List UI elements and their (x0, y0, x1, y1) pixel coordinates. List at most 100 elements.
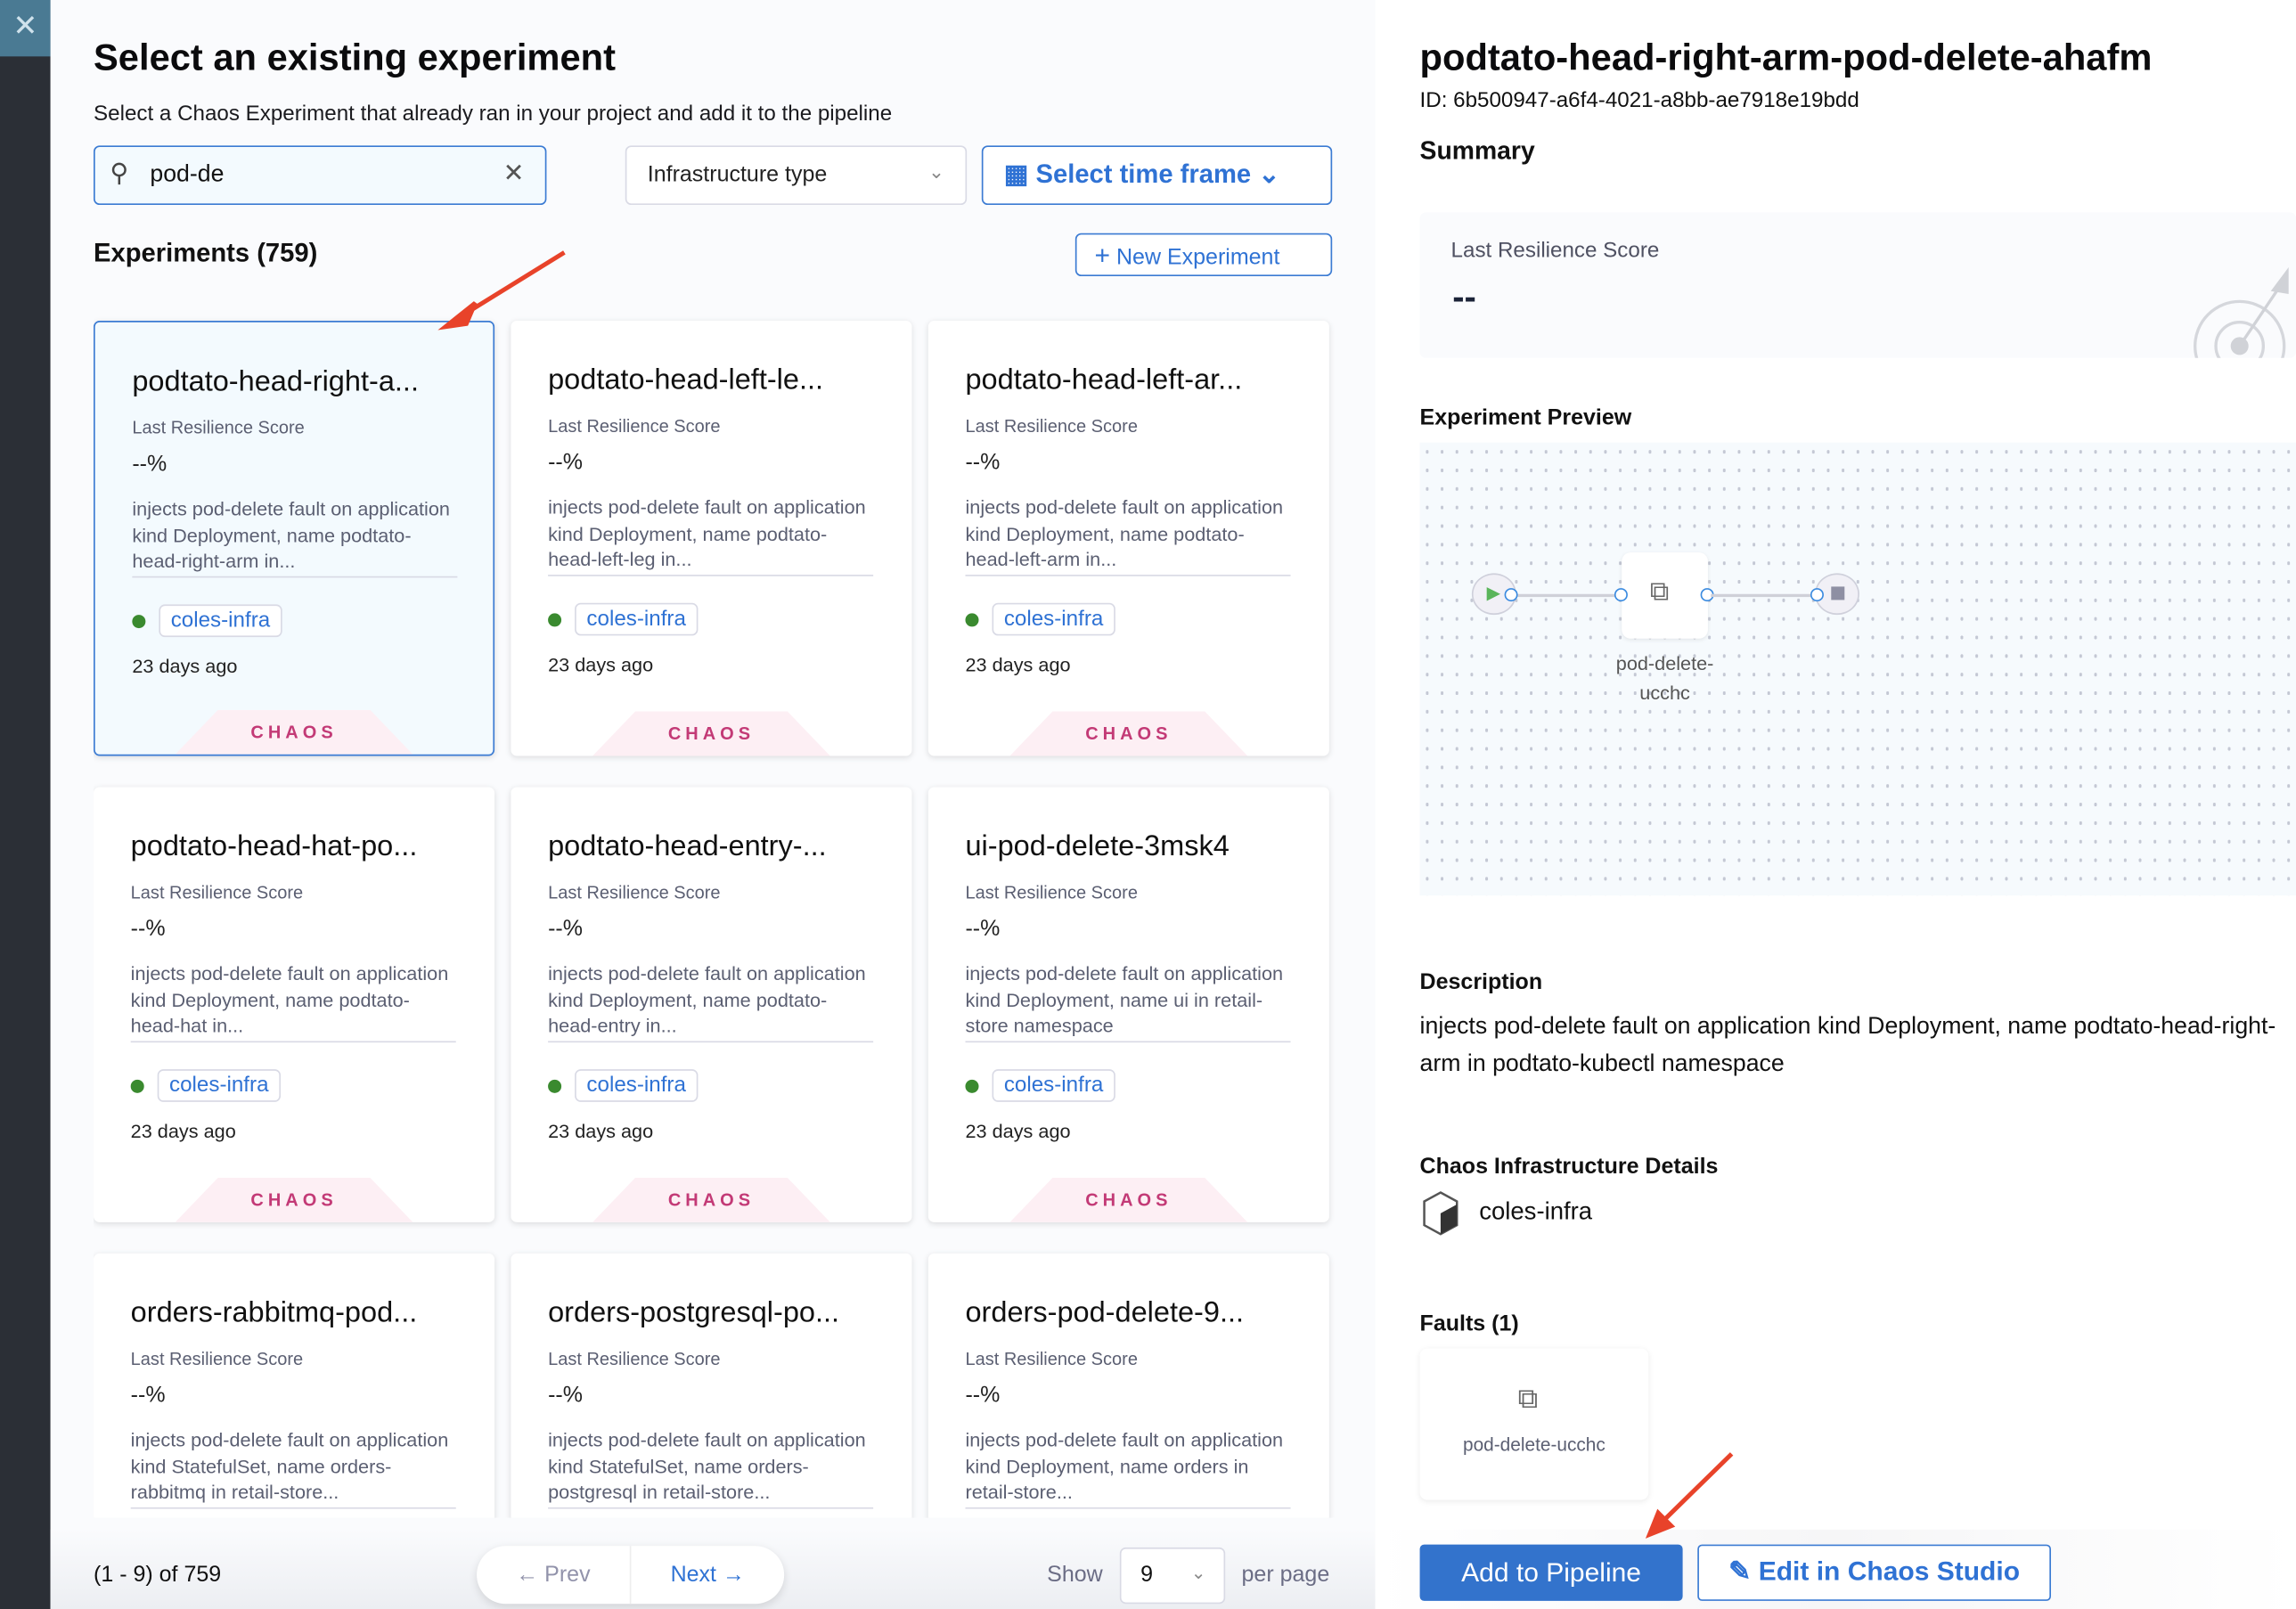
score-value: --% (130, 916, 166, 942)
start-node: ▶ (1471, 573, 1516, 616)
score-label: Last Resilience Score (130, 882, 304, 903)
stop-icon (1831, 586, 1845, 600)
last-run-time: 23 days ago (965, 1119, 1071, 1142)
prev-label: Prev (544, 1562, 591, 1588)
experiment-description: injects pod-delete fault on application … (965, 960, 1291, 1042)
next-button[interactable]: Next → (631, 1546, 784, 1604)
score-value: --% (965, 1382, 1001, 1409)
infra-tag[interactable]: coles-infra (159, 604, 282, 638)
score-value: --% (132, 451, 168, 478)
experiment-description: injects pod-delete fault on application … (130, 1427, 456, 1508)
experiment-preview-canvas: ▶ ⧉ pod-delete-ucchc (1419, 442, 2296, 896)
experiment-card[interactable]: orders-rabbitmq-pod... Last Resilience Sc… (94, 1253, 495, 1518)
play-icon: ▶ (1486, 582, 1500, 603)
score-label: Last Resilience Score (548, 882, 721, 903)
experiment-card[interactable]: orders-pod-delete-9... Last Resilience Sc… (927, 1253, 1329, 1518)
experiment-card[interactable]: podtato-head-entry-... Last Resilience Sc… (511, 787, 912, 1222)
page-title: Select an existing experiment (94, 37, 616, 79)
chaos-badge: CHAOS (175, 1177, 413, 1222)
resilience-score-card: Last Resilience Score -- (1419, 212, 2296, 358)
experiment-name: ui-pod-delete-3msk4 (965, 829, 1230, 863)
fault-node[interactable]: ⧉ (1622, 552, 1708, 639)
terminal-hexagon-icon (1423, 1191, 1458, 1236)
chevron-down-icon: ⌄ (1190, 1562, 1206, 1583)
fault-card[interactable]: ⧉ pod-delete-ucchc (1419, 1348, 1649, 1500)
infrastructure-type-select[interactable]: Infrastructure type ⌄ (625, 145, 968, 206)
experiment-grid: podtato-head-right-a... Last Resilience S… (94, 312, 1341, 1518)
score-label: Last Resilience Score (965, 1348, 1138, 1369)
new-experiment-label: New Experiment (1115, 245, 1280, 271)
infrastructure-type-placeholder: Infrastructure type (647, 161, 828, 188)
end-node (1814, 573, 1859, 616)
show-label: Show (1047, 1562, 1103, 1588)
experiment-description: injects pod-delete fault on application … (130, 960, 456, 1042)
last-run-time: 23 days ago (965, 653, 1071, 676)
per-page-value: 9 (1140, 1562, 1154, 1588)
experiment-name: orders-postgresql-po... (548, 1296, 840, 1329)
chaos-badge: CHAOS (592, 711, 830, 756)
search-icon: ⚲ (110, 159, 129, 188)
next-label: Next (670, 1562, 716, 1588)
close-icon[interactable]: ✕ (0, 0, 51, 57)
status-dot-icon (965, 613, 979, 627)
status-dot-icon (132, 615, 146, 629)
experiment-id: ID: 6b500947-a6f4-4021-a8bb-ae7918e19bdd (1419, 89, 1859, 113)
experiment-card[interactable]: orders-postgresql-po... Last Resilience S… (511, 1253, 912, 1518)
port (1504, 588, 1518, 602)
fault-name: pod-delete-ucchc (1462, 1434, 1606, 1456)
page-backdrop (0, 0, 51, 1609)
new-experiment-button[interactable]: + New Experiment (1074, 233, 1333, 277)
calendar-icon: ▦ (1003, 159, 1029, 189)
infra-tag[interactable]: coles-infra (992, 1069, 1115, 1102)
experiment-card[interactable]: podtato-head-left-le... Last Resilience S… (511, 321, 912, 756)
experiment-card[interactable]: podtato-head-left-ar... Last Resilience S… (927, 321, 1329, 756)
status-dot-icon (965, 1079, 979, 1093)
pagination-range: (1 - 9) of 759 (94, 1562, 222, 1588)
clear-search-icon[interactable]: ✕ (503, 159, 525, 188)
chevron-down-icon: ⌄ (1258, 159, 1280, 189)
experiments-count: Experiments (759) (94, 237, 318, 268)
select-time-frame-button[interactable]: ▦ Select time frame ⌄ (981, 145, 1333, 206)
status-dot-icon (548, 613, 562, 627)
score-label: Last Resilience Score (965, 882, 1138, 903)
arrow-right-icon: → (722, 1562, 745, 1588)
score-label: Last Resilience Score (965, 415, 1138, 437)
last-run-time: 23 days ago (548, 1119, 654, 1142)
infra-tag[interactable]: coles-infra (575, 602, 699, 636)
fault-node-label: pod-delete-ucchc (1615, 651, 1714, 705)
per-page-select[interactable]: 9 ⌄ (1119, 1547, 1226, 1605)
last-run-time: 23 days ago (548, 653, 654, 676)
resilience-score-value: -- (1452, 277, 1476, 318)
score-label: Last Resilience Score (132, 417, 305, 438)
infra-tag[interactable]: coles-infra (157, 1069, 281, 1102)
status-dot-icon (130, 1079, 144, 1093)
infra-tag[interactable]: coles-infra (575, 1069, 699, 1102)
experiment-description: injects pod-delete fault on application … (548, 1427, 874, 1508)
last-run-time: 23 days ago (132, 655, 238, 678)
edit-in-chaos-studio-button[interactable]: ✎ Edit in Chaos Studio (1697, 1544, 2051, 1601)
search-value[interactable]: pod-de (150, 161, 225, 188)
experiment-name: podtato-head-left-ar... (965, 363, 1243, 397)
experiment-preview-heading: Experiment Preview (1419, 405, 1632, 431)
chaos-badge: CHAOS (592, 1177, 830, 1222)
page-subtitle: Select a Chaos Experiment that already r… (94, 102, 893, 127)
fault-icon: ⧉ (1649, 576, 1670, 607)
experiment-name: orders-pod-delete-9... (965, 1296, 1245, 1329)
experiment-card[interactable]: ui-pod-delete-3msk4 Last Resilience Score… (927, 787, 1329, 1222)
experiment-card[interactable]: podtato-head-right-a... Last Resilience S… (94, 321, 495, 756)
search-input[interactable]: ⚲ pod-de ✕ (94, 145, 547, 206)
add-to-pipeline-button[interactable]: Add to Pipeline (1419, 1544, 1683, 1601)
experiment-card[interactable]: podtato-head-hat-po... Last Resilience Sc… (94, 787, 495, 1222)
infra-name: coles-infra (1479, 1198, 1593, 1226)
target-icon (2194, 267, 2289, 358)
prev-button[interactable]: ← Prev (477, 1546, 632, 1605)
score-label: Last Resilience Score (548, 1348, 721, 1369)
edge (1511, 593, 1616, 597)
plus-icon: + (1094, 241, 1111, 271)
score-value: --% (548, 916, 583, 942)
chaos-badge: CHAOS (1009, 1177, 1248, 1222)
infra-tag[interactable]: coles-infra (992, 602, 1115, 636)
port (1614, 588, 1628, 602)
summary-heading: Summary (1419, 136, 1535, 166)
